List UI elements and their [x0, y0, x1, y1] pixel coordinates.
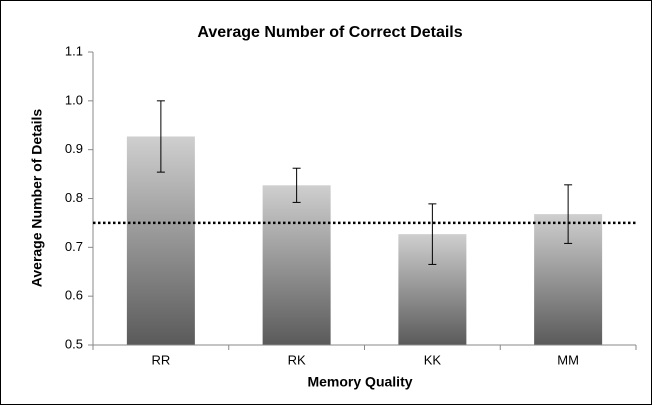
- y-tick-label: 0.6: [65, 288, 83, 303]
- x-axis-title: Memory Quality: [307, 374, 412, 390]
- y-axis-title: Average Number of Details: [29, 109, 45, 288]
- x-tick-label: MM: [557, 352, 579, 367]
- y-tick-label: 0.8: [65, 190, 83, 205]
- x-tick-label: KK: [424, 352, 442, 367]
- y-tick-label: 1.0: [65, 92, 83, 107]
- y-tick-label: 0.9: [65, 141, 83, 156]
- bar: [262, 185, 331, 345]
- y-tick-label: 0.7: [65, 239, 83, 254]
- x-tick-label: RK: [288, 352, 306, 367]
- x-tick-label: RR: [151, 352, 170, 367]
- y-tick-label: 0.5: [65, 336, 83, 351]
- y-tick-label: 1.1: [65, 43, 83, 58]
- chart-title: Average Number of Correct Details: [197, 24, 462, 41]
